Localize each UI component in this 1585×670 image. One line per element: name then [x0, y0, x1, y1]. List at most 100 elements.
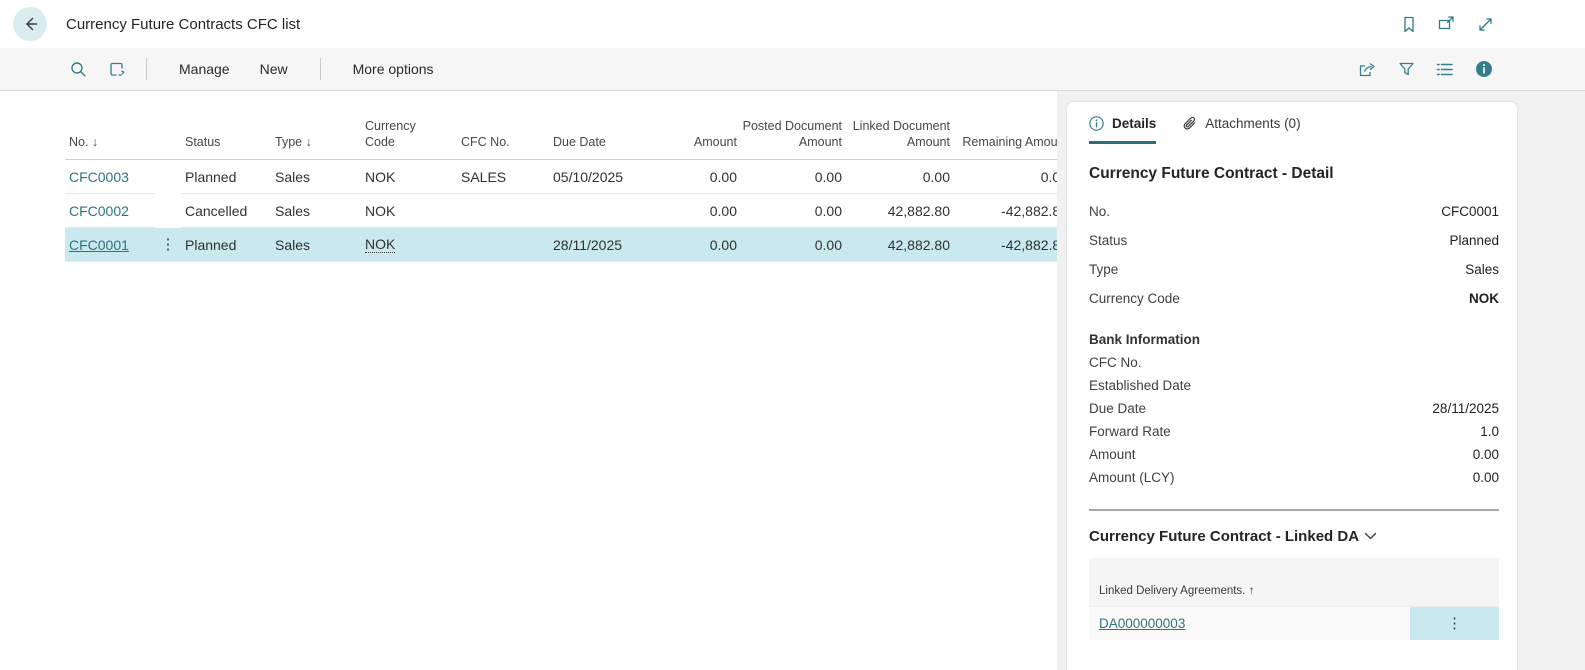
- column-header-posted-document-amount[interactable]: Posted Document Amount: [737, 91, 842, 160]
- linked-da-link[interactable]: DA000000003: [1099, 616, 1185, 631]
- field-established-date[interactable]: Established Date: [1089, 374, 1499, 397]
- cfc-no-cell: SALES: [457, 160, 549, 194]
- cfc-no-link[interactable]: CFC0002: [69, 203, 129, 219]
- due-date-cell: [549, 194, 640, 228]
- more-options-menu[interactable]: More options: [342, 55, 445, 83]
- toolbar-separator: [146, 58, 147, 80]
- field-amount[interactable]: Amount 0.00: [1089, 443, 1499, 466]
- due-date-cell: 28/11/2025: [549, 228, 640, 262]
- paperclip-icon: [1182, 116, 1197, 131]
- type-cell: Sales: [271, 228, 361, 262]
- field-cfc-no[interactable]: CFC No.: [1089, 351, 1499, 374]
- cfc-no-cell: [457, 228, 549, 262]
- filter-icon[interactable]: [1398, 61, 1415, 78]
- info-circle-outline-icon: [1089, 116, 1104, 131]
- row-menu-cell: [155, 160, 181, 194]
- main-area: No. ↓ Status Type ↓ Currency Code CFC No…: [0, 91, 1585, 670]
- column-header-amount[interactable]: Amount: [640, 91, 737, 160]
- field-type[interactable]: Type Sales: [1089, 255, 1499, 284]
- field-label: CFC No.: [1089, 355, 1142, 370]
- cfc-no-link[interactable]: CFC0001: [69, 237, 129, 253]
- page-title: Currency Future Contracts CFC list: [66, 16, 300, 33]
- table-row[interactable]: CFC0002 Cancelled Sales NOK 0.00 0.00 42…: [65, 194, 1057, 228]
- field-no[interactable]: No. CFC0001: [1089, 197, 1499, 226]
- info-icon[interactable]: [1475, 60, 1493, 78]
- posted-document-amount-cell: 0.00: [737, 160, 842, 194]
- amount-cell: 0.00: [640, 160, 737, 194]
- factbox-divider: [1089, 509, 1499, 511]
- tab-details-label: Details: [1112, 116, 1156, 131]
- status-cell: Planned: [181, 228, 271, 262]
- currency-code-cell: NOK: [361, 160, 457, 194]
- field-status[interactable]: Status Planned: [1089, 226, 1499, 255]
- linked-document-amount-cell: 0.00: [842, 160, 950, 194]
- column-header-currency-code[interactable]: Currency Code: [361, 91, 457, 160]
- field-label: Amount (LCY): [1089, 470, 1175, 485]
- field-label: Due Date: [1089, 401, 1146, 416]
- linked-da-heading[interactable]: Currency Future Contract - Linked DA: [1089, 528, 1499, 545]
- bank-information-fields: CFC No. Established Date Due Date 28/11/…: [1089, 351, 1499, 489]
- table-row[interactable]: CFC0003 Planned Sales NOK SALES 05/10/20…: [65, 160, 1057, 194]
- posted-document-amount-cell: 0.00: [737, 194, 842, 228]
- field-value: CFC0001: [1441, 204, 1499, 219]
- linked-da-row[interactable]: DA000000003 ⋮: [1089, 606, 1499, 640]
- back-button[interactable]: [13, 7, 47, 41]
- tab-attachments[interactable]: Attachments (0): [1182, 116, 1300, 144]
- field-amount-lcy[interactable]: Amount (LCY) 0.00: [1089, 466, 1499, 489]
- expand-icon[interactable]: [1477, 16, 1494, 33]
- remaining-amount-cell: -42,882.80: [950, 228, 1057, 262]
- field-due-date[interactable]: Due Date 28/11/2025: [1089, 397, 1499, 420]
- bookmark-icon[interactable]: [1401, 16, 1417, 33]
- open-in-new-window-icon[interactable]: [1438, 16, 1456, 32]
- new-menu[interactable]: New: [249, 55, 299, 83]
- status-cell: Cancelled: [181, 194, 271, 228]
- title-bar: Currency Future Contracts CFC list: [0, 0, 1585, 48]
- column-header-cfc-no[interactable]: CFC No.: [457, 91, 549, 160]
- arrow-left-icon: [21, 15, 39, 33]
- field-forward-rate[interactable]: Forward Rate 1.0: [1089, 420, 1499, 443]
- manage-menu[interactable]: Manage: [168, 55, 241, 83]
- column-header-no[interactable]: No. ↓: [65, 91, 155, 160]
- column-header-linked-document-amount[interactable]: Linked Document Amount: [842, 91, 950, 160]
- bank-information-heading: Bank Information: [1089, 328, 1499, 351]
- toolbar-right: [1358, 60, 1585, 78]
- field-value: 28/11/2025: [1432, 401, 1499, 416]
- currency-code-cell[interactable]: NOK: [365, 236, 395, 253]
- column-header-status[interactable]: Status: [181, 91, 271, 160]
- field-label: Forward Rate: [1089, 424, 1171, 439]
- toolbar-separator: [320, 58, 321, 80]
- column-header-due-date[interactable]: Due Date: [549, 91, 640, 160]
- row-context-menu-icon: ⋮: [1447, 616, 1462, 631]
- linked-da-column-header[interactable]: Linked Delivery Agreements. ↑: [1089, 558, 1499, 606]
- action-toolbar: Manage New More options: [0, 48, 1585, 91]
- factbox-tabs: Details Attachments (0): [1089, 116, 1499, 144]
- field-label: Amount: [1089, 447, 1136, 462]
- column-header-gap: [155, 91, 181, 160]
- tab-details[interactable]: Details: [1089, 116, 1156, 144]
- linked-da-grid: Linked Delivery Agreements. ↑ DA00000000…: [1089, 558, 1499, 640]
- chevron-down-icon: [1364, 532, 1377, 541]
- column-header-remaining-amount[interactable]: Remaining Amount: [950, 91, 1057, 160]
- row-context-menu-icon[interactable]: ⋮: [161, 237, 176, 252]
- linked-da-row-menu-cell[interactable]: ⋮: [1410, 607, 1499, 640]
- due-date-cell: 05/10/2025: [549, 160, 640, 194]
- details-card: Details Attachments (0) Currency Future …: [1066, 101, 1518, 670]
- search-icon[interactable]: [70, 61, 87, 78]
- table-row-selected[interactable]: CFC0001 ⋮ Planned Sales NOK 28/11/2025 0…: [65, 228, 1057, 262]
- cfc-no-link[interactable]: CFC0003: [69, 169, 129, 185]
- field-value: Planned: [1449, 233, 1499, 248]
- field-value: 1.0: [1480, 424, 1499, 439]
- cfc-list: No. ↓ Status Type ↓ Currency Code CFC No…: [0, 91, 1057, 670]
- list-view-icon[interactable]: [1436, 62, 1454, 77]
- field-currency-code[interactable]: Currency Code NOK: [1089, 284, 1499, 313]
- column-header-type[interactable]: Type ↓: [271, 91, 361, 160]
- posted-document-amount-cell: 0.00: [737, 228, 842, 262]
- field-value: Sales: [1465, 262, 1499, 277]
- field-label: No.: [1089, 204, 1110, 219]
- analyze-icon[interactable]: [108, 61, 125, 78]
- tab-attachments-label: Attachments (0): [1205, 116, 1300, 131]
- linked-document-amount-cell: 42,882.80: [842, 228, 950, 262]
- share-icon[interactable]: [1358, 61, 1377, 78]
- cfc-no-cell: [457, 194, 549, 228]
- remaining-amount-cell: 0.00: [950, 160, 1057, 194]
